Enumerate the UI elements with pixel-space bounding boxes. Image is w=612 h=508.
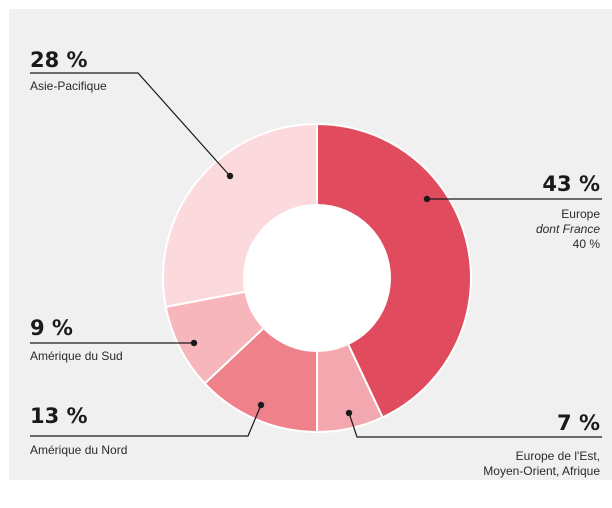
leader-dot-south-america [190, 339, 198, 347]
slice-north-america-percent: 13 % [30, 404, 88, 428]
slice-south-america-percent: 9 % [30, 316, 73, 340]
leader-line-eastern-europe-mea [348, 412, 602, 438]
slice-eastern-europe-mea-label-block: Europe de l'Est, Moyen-Orient, Afrique [483, 449, 600, 479]
leader-dot-asia-pacific [226, 172, 234, 180]
slice-europe-france-value: 40 % [572, 237, 600, 251]
leader-line-asia-pacific [30, 72, 231, 177]
slice-south-america-label: Amérique du Sud [30, 349, 123, 363]
slice-north-america-label: Amérique du Nord [30, 443, 128, 457]
slice-asia-pacific-label: Asie-Pacifique [30, 79, 107, 93]
donut-center-hole [243, 204, 391, 352]
slice-europe-france-label: dont France [535, 222, 600, 236]
slice-europe-percent: 43 % [542, 172, 600, 196]
slice-eastern-europe-mea-percent: 7 % [557, 411, 600, 435]
slice-europe-label-block: Europe dont France 40 % [536, 207, 600, 252]
slice-eastern-europe-mea-label-line1: Europe de l'Est, [515, 449, 600, 463]
slice-asia-pacific-percent: 28 % [30, 48, 88, 72]
leader-lines [30, 72, 602, 438]
leader-dot-north-america [257, 401, 265, 409]
leader-dot-eastern-europe-mea [345, 409, 353, 417]
slice-europe [316, 122, 472, 419]
slice-europe-label: Europe [561, 207, 600, 221]
leader-dot-europe [423, 195, 431, 203]
slice-eastern-europe-mea-label-line2: Moyen-Orient, Afrique [483, 464, 600, 478]
leader-line-north-america [30, 404, 262, 437]
